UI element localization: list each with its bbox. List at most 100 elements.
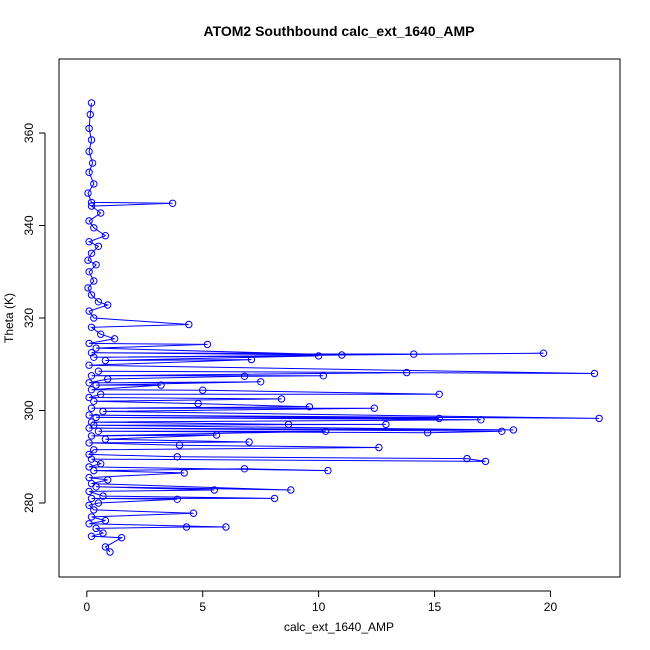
x-tick-label: 10	[312, 600, 326, 614]
y-tick-label: 300	[22, 400, 36, 420]
data-point	[338, 351, 346, 359]
x-tick-label: 15	[428, 600, 442, 614]
data-point	[477, 416, 485, 424]
data-point	[87, 202, 96, 210]
data-point	[270, 494, 279, 503]
series-line	[87, 102, 600, 553]
data-point	[435, 390, 443, 398]
data-point	[185, 320, 193, 329]
data-point	[463, 454, 471, 463]
data-point	[509, 426, 518, 434]
data-point	[370, 404, 378, 412]
data-point	[245, 438, 253, 446]
data-point	[287, 486, 295, 494]
data-point	[101, 356, 110, 365]
x-axis-label: calc_ext_1640_AMP	[284, 620, 394, 634]
data-point	[85, 393, 93, 402]
data-point	[85, 487, 93, 496]
data-point	[435, 414, 443, 423]
data-point	[94, 367, 103, 375]
data-point	[212, 431, 221, 439]
data-point	[375, 443, 383, 452]
data-point	[87, 494, 96, 503]
data-point	[101, 435, 110, 443]
data-point	[106, 548, 114, 556]
data-point	[104, 301, 112, 309]
data-point	[194, 399, 202, 408]
data-point	[180, 469, 188, 477]
data-point	[173, 453, 181, 461]
data-point	[590, 369, 599, 378]
data-point	[99, 492, 107, 500]
data-point	[423, 429, 432, 437]
data-point	[87, 513, 96, 521]
data-point	[85, 307, 93, 315]
data-point	[182, 523, 191, 531]
data-point	[94, 499, 103, 507]
data-point	[92, 524, 100, 533]
data-point	[319, 372, 327, 380]
data-point	[85, 439, 93, 447]
data-point	[99, 407, 107, 416]
data-point	[87, 432, 96, 440]
data-point	[87, 198, 96, 207]
data-point	[85, 268, 93, 276]
data-point	[87, 136, 96, 144]
series-layer	[84, 99, 603, 556]
data-point	[481, 457, 490, 466]
data-point	[90, 446, 98, 454]
plot-frame	[58, 58, 621, 578]
data-point	[87, 99, 96, 107]
data-point	[84, 256, 92, 264]
data-point	[203, 340, 212, 349]
data-point	[97, 209, 105, 217]
data-point	[87, 455, 96, 463]
data-point	[94, 242, 103, 251]
data-point	[92, 381, 100, 389]
data-point	[87, 404, 96, 412]
y-tick-label: 360	[22, 123, 36, 143]
data-point	[87, 323, 96, 331]
data-point	[87, 249, 96, 258]
data-point	[97, 460, 105, 468]
data-point	[86, 110, 95, 119]
data-point	[94, 427, 103, 435]
data-point	[101, 516, 110, 525]
data-point	[539, 349, 548, 357]
data-point	[199, 386, 207, 394]
data-point	[87, 349, 96, 357]
y-axis: 280 300 320 340 360	[22, 123, 46, 513]
data-point	[99, 529, 107, 537]
data-point	[305, 403, 314, 411]
data-point	[84, 284, 92, 292]
data-point	[85, 147, 93, 156]
data-point	[595, 414, 603, 423]
data-point	[92, 344, 100, 352]
data-point	[321, 427, 330, 435]
data-point	[85, 361, 93, 369]
data-point	[87, 386, 96, 394]
data-point	[168, 199, 177, 208]
data-point	[240, 465, 249, 473]
data-point	[85, 424, 93, 432]
data-point	[90, 224, 98, 232]
data-point	[87, 532, 96, 540]
data-point	[85, 501, 93, 509]
x-tick-label: 20	[544, 600, 558, 614]
data-point	[90, 466, 98, 475]
data-point	[85, 124, 93, 133]
data-point	[90, 180, 98, 188]
data-point	[97, 390, 105, 398]
data-point	[85, 339, 93, 348]
data-point	[90, 353, 98, 361]
data-point	[104, 375, 112, 383]
data-point	[117, 534, 126, 542]
data-point	[92, 483, 100, 491]
data-point	[277, 395, 286, 403]
data-point	[90, 506, 98, 514]
data-point	[189, 509, 198, 517]
data-point	[85, 238, 93, 246]
data-point	[85, 379, 93, 387]
